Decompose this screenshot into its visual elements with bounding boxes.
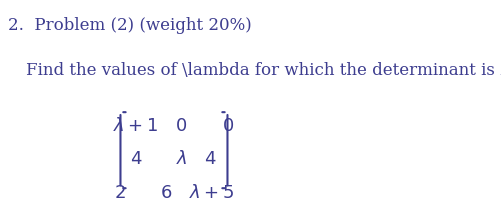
Text: $2 \qquad 6 \quad \lambda+5$: $2 \qquad 6 \quad \lambda+5$ <box>114 184 233 202</box>
Text: Find the values of \lambda for which the determinant is zero.: Find the values of \lambda for which the… <box>26 62 501 79</box>
Text: $\lambda+1 \quad 0 \qquad 0$: $\lambda+1 \quad 0 \qquad 0$ <box>113 117 234 134</box>
Text: $4 \qquad \lambda \quad 4$: $4 \qquad \lambda \quad 4$ <box>130 150 217 168</box>
Text: 2.  Problem (2) (weight 20%): 2. Problem (2) (weight 20%) <box>9 16 252 34</box>
